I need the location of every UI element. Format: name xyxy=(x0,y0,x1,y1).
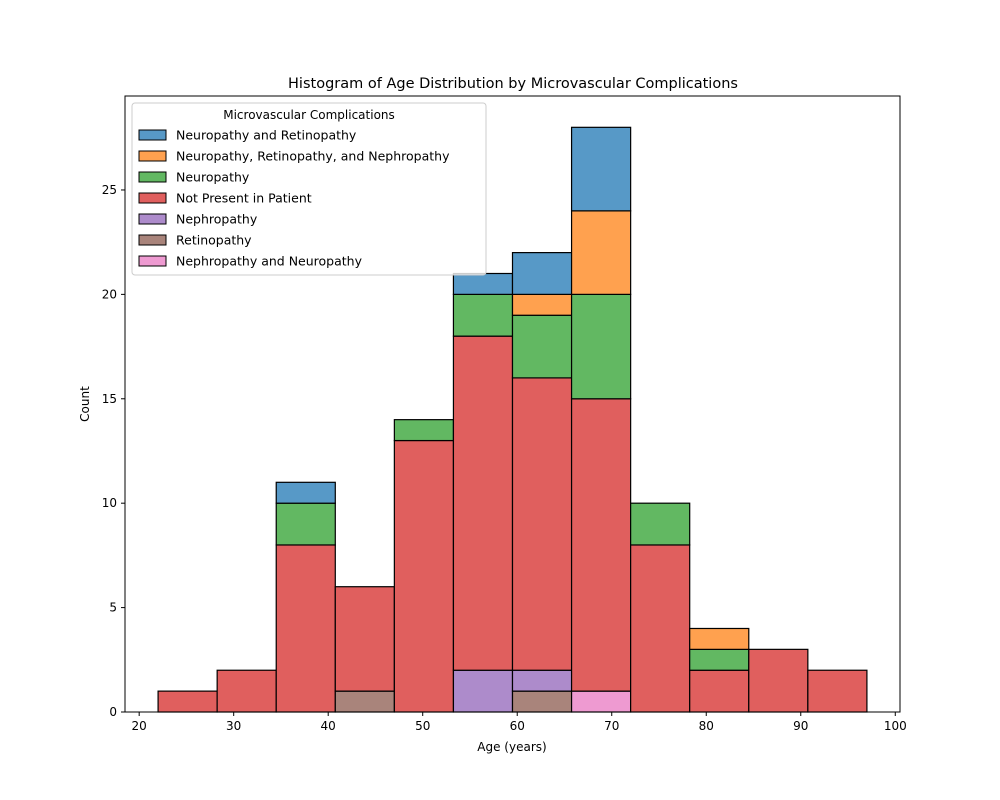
bar-retinopathy-bin-3 xyxy=(334,690,395,713)
bar-neuropathy-retinopathy-and-nephropathy-bin-7 xyxy=(570,210,632,295)
y-axis-label: Count xyxy=(78,386,92,422)
legend-items: Neuropathy and Retinopathy Neuropathy, Re… xyxy=(138,128,450,269)
legend-title: Microvascular Complications xyxy=(223,108,395,122)
bar-neuropathy-and-retinopathy-bin-7 xyxy=(570,126,632,212)
bar-not-present-in-patient-bin-3 xyxy=(334,586,395,692)
bar-neuropathy-retinopathy-and-nephropathy-bin-9 xyxy=(689,627,750,650)
bar-not-present-in-patient-bin-2 xyxy=(275,544,336,713)
x-tick-label: 90 xyxy=(793,719,808,733)
bar-not-present-in-patient-bin-0 xyxy=(157,690,218,713)
x-tick-label: 100 xyxy=(884,719,907,733)
bar-not-present-in-patient-bin-9 xyxy=(689,669,750,713)
x-tick-label: 70 xyxy=(604,719,619,733)
y-tick-label: 0 xyxy=(109,705,117,719)
bar-neuropathy-and-retinopathy-bin-5 xyxy=(452,272,514,295)
bar-not-present-in-patient-bin-8 xyxy=(630,544,691,713)
bars-layer xyxy=(157,126,868,713)
plot-frame xyxy=(124,95,901,713)
legend-swatch-nephropathy-and-neuropathy xyxy=(138,255,167,267)
x-axis-label: Age (years) xyxy=(477,740,546,754)
x-tick-label: 80 xyxy=(699,719,714,733)
legend-label-nephropathy: Nephropathy xyxy=(176,212,258,227)
bar-nephropathy-bin-6 xyxy=(511,669,573,692)
bar-neuropathy-bin-5 xyxy=(452,293,514,337)
legend-swatch-nephropathy xyxy=(138,213,167,225)
bar-not-present-in-patient-bin-10 xyxy=(748,648,809,713)
legend-box xyxy=(131,102,487,276)
legend-label-neuropathy-and-retinopathy: Neuropathy and Retinopathy xyxy=(176,128,357,143)
bar-neuropathy-bin-2 xyxy=(275,502,336,546)
legend-label-retinopathy: Retinopathy xyxy=(176,233,252,248)
y-tick-label: 25 xyxy=(102,183,117,197)
legend: Microvascular Complications Neuropathy a… xyxy=(131,102,487,276)
x-axis-ticks: 20 30 40 50 60 70 80 90 100 xyxy=(132,712,907,733)
bar-not-present-in-patient-bin-4 xyxy=(393,439,455,713)
y-tick-label: 20 xyxy=(102,287,117,301)
bar-neuropathy-bin-4 xyxy=(393,419,455,442)
y-axis-ticks: 0 5 10 15 20 25 xyxy=(102,183,125,719)
bar-retinopathy-bin-6 xyxy=(511,690,573,713)
bar-not-present-in-patient-bin-6 xyxy=(511,377,573,671)
bar-neuropathy-and-retinopathy-bin-2 xyxy=(275,481,336,504)
bar-neuropathy-bin-8 xyxy=(630,502,691,546)
legend-label-neuropathy-retinopathy-and-nephropathy: Neuropathy, Retinopathy, and Nephropathy xyxy=(176,149,450,164)
legend-swatch-retinopathy xyxy=(138,234,167,246)
legend-swatch-not-present-in-patient xyxy=(138,192,167,204)
y-tick-label: 15 xyxy=(102,392,117,406)
bar-neuropathy-retinopathy-and-nephropathy-bin-6 xyxy=(511,293,573,316)
legend-swatch-neuropathy-retinopathy-and-nephropathy xyxy=(138,150,167,162)
bar-nephropathy-and-neuropathy-bin-7 xyxy=(570,690,632,713)
bar-nephropathy-bin-5 xyxy=(452,669,514,713)
chart-title: Histogram of Age Distribution by Microva… xyxy=(288,76,738,92)
x-tick-label: 30 xyxy=(226,719,241,733)
bar-not-present-in-patient-bin-11 xyxy=(807,669,868,713)
x-tick-label: 20 xyxy=(132,719,147,733)
bar-neuropathy-and-retinopathy-bin-6 xyxy=(511,252,573,295)
bar-not-present-in-patient-bin-1 xyxy=(216,669,277,713)
legend-label-neuropathy: Neuropathy xyxy=(176,170,250,185)
x-tick-label: 40 xyxy=(321,719,336,733)
x-tick-label: 60 xyxy=(510,719,525,733)
x-tick-label: 50 xyxy=(415,719,430,733)
legend-swatch-neuropathy-and-retinopathy xyxy=(138,129,167,141)
y-tick-label: 10 xyxy=(102,496,117,510)
legend-label-not-present-in-patient: Not Present in Patient xyxy=(176,191,312,206)
bar-neuropathy-bin-7 xyxy=(570,293,632,400)
y-tick-label: 5 xyxy=(109,601,117,615)
legend-label-nephropathy-and-neuropathy: Nephropathy and Neuropathy xyxy=(176,254,363,269)
bar-neuropathy-bin-9 xyxy=(689,648,750,671)
bar-not-present-in-patient-bin-7 xyxy=(570,398,632,692)
bar-neuropathy-bin-6 xyxy=(511,314,573,379)
bar-not-present-in-patient-bin-5 xyxy=(452,335,514,671)
legend-swatch-neuropathy xyxy=(138,171,167,183)
